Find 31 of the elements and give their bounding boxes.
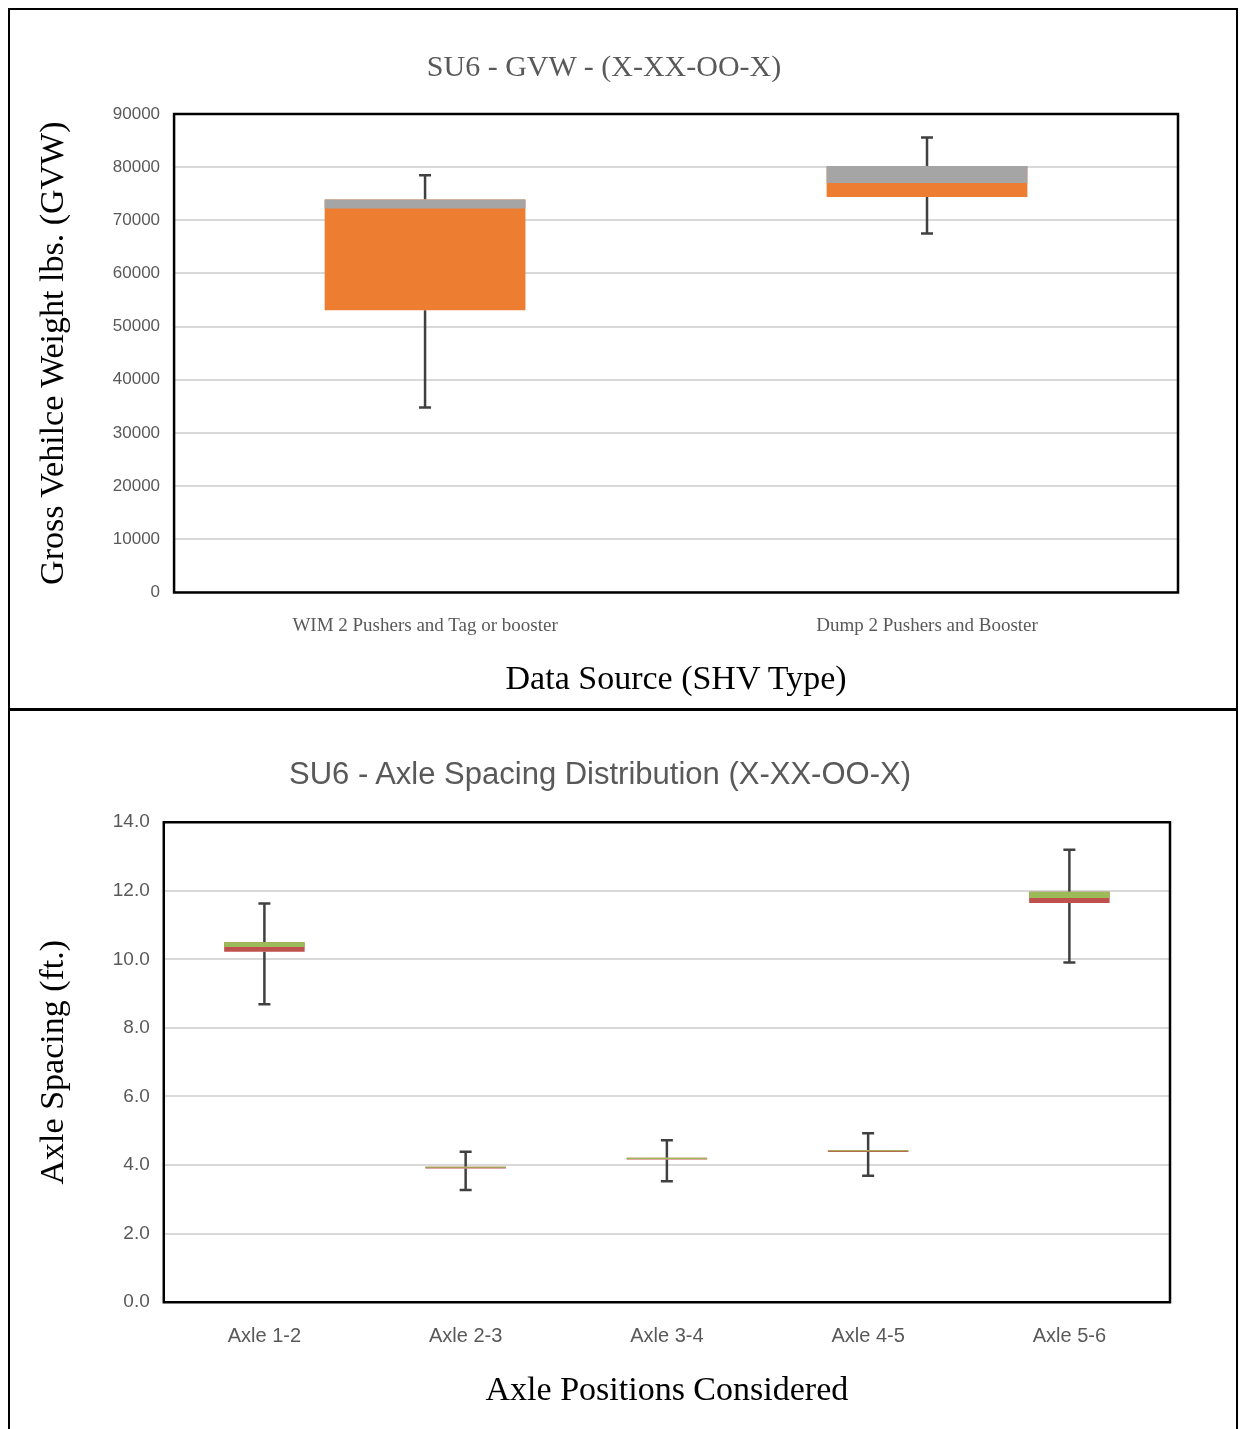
y-tick-label: 12.0	[112, 879, 150, 901]
y-tick-label: 20000	[112, 475, 161, 495]
y-tick-label: 0	[150, 582, 161, 602]
x-tick-label: Axle 3-4	[630, 1323, 704, 1346]
y-tick-label: 10000	[112, 528, 161, 548]
y-tick-label: 14.0	[112, 810, 150, 832]
y-tick-label: 30000	[112, 422, 161, 442]
x-tick-label: Axle 4-5	[831, 1323, 905, 1346]
y-tick-label: 8.0	[123, 1016, 150, 1038]
chart-title: SU6 - Axle Spacing Distribution (X-XX-OO-X)	[289, 756, 911, 792]
y-tick-label: 90000	[112, 103, 161, 123]
y-tick-label: 50000	[112, 316, 161, 336]
x-tick-label: Axle 1-2	[227, 1323, 302, 1346]
x-tick-label: Axle 5-6	[1032, 1323, 1107, 1346]
y-tick-label: 4.0	[123, 1153, 150, 1175]
y-tick-label: 70000	[112, 210, 161, 229]
x-tick-label: WIM 2 Pushers and Tag or booster	[292, 613, 559, 635]
x-tick-label: Dump 2 Pushers and Booster	[816, 613, 1039, 635]
y-axis-title: Gross Vehilce Weight lbs. (GVW)	[33, 121, 72, 585]
y-tick-label: 60000	[112, 263, 161, 283]
y-axis-title: Axle Spacing (ft.)	[33, 939, 72, 1185]
y-tick-label: 2.0	[123, 1221, 150, 1243]
x-axis-title: Axle Positions Considered	[485, 1369, 849, 1407]
x-axis-title: Data Source (SHV Type)	[505, 658, 847, 697]
chart-title: SU6 - GVW - (X-XX-OO-X)	[426, 48, 782, 83]
y-tick-label: 0.0	[123, 1290, 150, 1312]
x-tick-label: Axle 2-3	[428, 1323, 503, 1346]
y-tick-label: 6.0	[123, 1084, 150, 1106]
y-tick-label: 10.0	[112, 947, 150, 969]
y-tick-label: 40000	[112, 369, 161, 389]
y-tick-label: 80000	[112, 156, 161, 176]
